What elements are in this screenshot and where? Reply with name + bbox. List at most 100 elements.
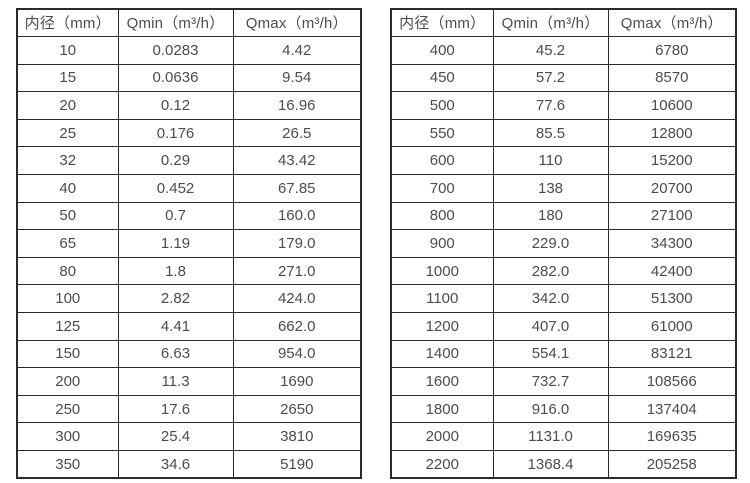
table-cell: 20700 xyxy=(607,174,737,203)
table-cell: 550 xyxy=(390,118,494,148)
table-cell: 800 xyxy=(390,201,494,231)
table-row: 1200 407.0 61000 xyxy=(390,312,737,341)
table-cell: 42400 xyxy=(607,256,737,286)
table-cell: 450 xyxy=(390,63,494,93)
table-row: 10 0.0283 4.42 xyxy=(16,36,362,65)
table-cell: 65 xyxy=(16,229,119,258)
table-cell: 1368.4 xyxy=(492,450,609,479)
table-cell: 916.0 xyxy=(492,394,609,424)
table-row: 1600 732.7 108566 xyxy=(390,367,737,396)
table-row: 400 45.2 6780 xyxy=(390,36,737,65)
table-cell: 12800 xyxy=(607,118,737,148)
table-row: 125 4.41 662.0 xyxy=(16,312,362,341)
table-cell: 732.7 xyxy=(492,367,609,396)
table-cell: 342.0 xyxy=(492,284,609,314)
table-cell: 43.42 xyxy=(232,146,362,176)
table-row: 600 110 15200 xyxy=(390,146,737,176)
table-cell: 1200 xyxy=(390,312,494,341)
table-cell: 1600 xyxy=(390,367,494,396)
table-cell: 2650 xyxy=(232,394,362,424)
table-cell: 6.63 xyxy=(117,339,234,369)
table-cell: 40 xyxy=(16,174,119,203)
table-row: 25 0.176 26.5 xyxy=(16,118,362,148)
table-cell: 205258 xyxy=(607,450,737,479)
table-cell: 137404 xyxy=(607,394,737,424)
flow-table-small-diameters: 内径（mm） Qmin（m³/h） Qmax（m³/h） 10 0.0283 4.4… xyxy=(16,8,362,480)
table-cell: 1.19 xyxy=(117,229,234,258)
table-cell: 34300 xyxy=(607,229,737,258)
table-cell: 250 xyxy=(16,394,119,424)
table-cell: 2.82 xyxy=(117,284,234,314)
table-cell: 179.0 xyxy=(232,229,362,258)
table-cell: 110 xyxy=(492,146,609,176)
table-cell: 1100 xyxy=(390,284,494,314)
table-cell: 150 xyxy=(16,339,119,369)
table-row: 65 1.19 179.0 xyxy=(16,229,362,258)
table-cell: 0.0283 xyxy=(117,36,234,65)
table-row: 80 1.8 271.0 xyxy=(16,256,362,286)
table-cell: 400 xyxy=(390,36,494,65)
table-row: 20 0.12 16.96 xyxy=(16,91,362,120)
table-cell: 57.2 xyxy=(492,63,609,93)
table-row: 350 34.6 5190 xyxy=(16,450,362,479)
table-cell: 0.0636 xyxy=(117,63,234,93)
header-row: 内径（mm） Qmin（m³/h） Qmax（m³/h） xyxy=(16,8,362,38)
table-row: 800 180 27100 xyxy=(390,201,737,231)
table-row: 40 0.452 67.85 xyxy=(16,174,362,203)
column-header-diameter: 内径（mm） xyxy=(16,8,119,38)
table-cell: 700 xyxy=(390,174,494,203)
table-cell: 26.5 xyxy=(232,118,362,148)
table-cell: 954.0 xyxy=(232,339,362,369)
table-cell: 11.3 xyxy=(117,367,234,396)
table-cell: 407.0 xyxy=(492,312,609,341)
table-row: 200 11.3 1690 xyxy=(16,367,362,396)
table-cell: 125 xyxy=(16,312,119,341)
table-row: 50 0.7 160.0 xyxy=(16,201,362,231)
table-body: 400 45.2 6780 450 57.2 8570 500 77.6 10600 550 85.… xyxy=(390,36,737,479)
table-row: 250 17.6 2650 xyxy=(16,394,362,424)
table-cell: 6780 xyxy=(607,36,737,65)
table-cell: 100 xyxy=(16,284,119,314)
table-cell: 77.6 xyxy=(492,91,609,120)
table-row: 550 85.5 12800 xyxy=(390,118,737,148)
table-cell: 85.5 xyxy=(492,118,609,148)
table-cell: 0.12 xyxy=(117,91,234,120)
column-header-qmin: Qmin（m³/h） xyxy=(117,8,234,38)
table-cell: 61000 xyxy=(607,312,737,341)
table-row: 150 6.63 954.0 xyxy=(16,339,362,369)
table-cell: 2200 xyxy=(390,450,494,479)
table-row: 2200 1368.4 205258 xyxy=(390,450,737,479)
table-cell: 0.176 xyxy=(117,118,234,148)
table-cell: 3810 xyxy=(232,422,362,451)
table-cell: 229.0 xyxy=(492,229,609,258)
table-cell: 9.54 xyxy=(232,63,362,93)
table-cell: 34.6 xyxy=(117,450,234,479)
table-row: 700 138 20700 xyxy=(390,174,737,203)
table-cell: 300 xyxy=(16,422,119,451)
table-cell: 0.7 xyxy=(117,201,234,231)
table-cell: 25 xyxy=(16,118,119,148)
table-cell: 25.4 xyxy=(117,422,234,451)
table-cell: 10 xyxy=(16,36,119,65)
table-cell: 138 xyxy=(492,174,609,203)
column-header-qmax: Qmax（m³/h） xyxy=(232,8,362,38)
table-cell: 4.41 xyxy=(117,312,234,341)
table-cell: 424.0 xyxy=(232,284,362,314)
table-cell: 20 xyxy=(16,91,119,120)
column-header-qmin: Qmin（m³/h） xyxy=(492,8,609,38)
table-cell: 4.42 xyxy=(232,36,362,65)
table-cell: 8570 xyxy=(607,63,737,93)
table-cell: 200 xyxy=(16,367,119,396)
table-row: 1000 282.0 42400 xyxy=(390,256,737,286)
table-row: 1400 554.1 83121 xyxy=(390,339,737,369)
table-cell: 80 xyxy=(16,256,119,286)
table-row: 450 57.2 8570 xyxy=(390,63,737,93)
table-cell: 662.0 xyxy=(232,312,362,341)
table-cell: 83121 xyxy=(607,339,737,369)
table-row: 1100 342.0 51300 xyxy=(390,284,737,314)
column-header-diameter: 内径（mm） xyxy=(390,8,494,38)
table-cell: 1400 xyxy=(390,339,494,369)
table-cell: 32 xyxy=(16,146,119,176)
table-row: 300 25.4 3810 xyxy=(16,422,362,451)
